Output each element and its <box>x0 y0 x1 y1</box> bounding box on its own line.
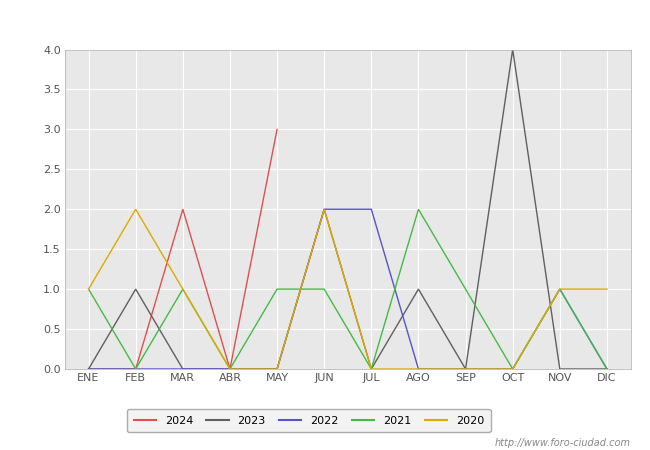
Legend: 2024, 2023, 2022, 2021, 2020: 2024, 2023, 2022, 2021, 2020 <box>127 409 491 432</box>
Text: Matriculaciones de Vehiculos en Puebla de la Reina: Matriculaciones de Vehiculos en Puebla d… <box>112 14 538 32</box>
Text: http://www.foro-ciudad.com: http://www.foro-ciudad.com <box>495 438 630 448</box>
